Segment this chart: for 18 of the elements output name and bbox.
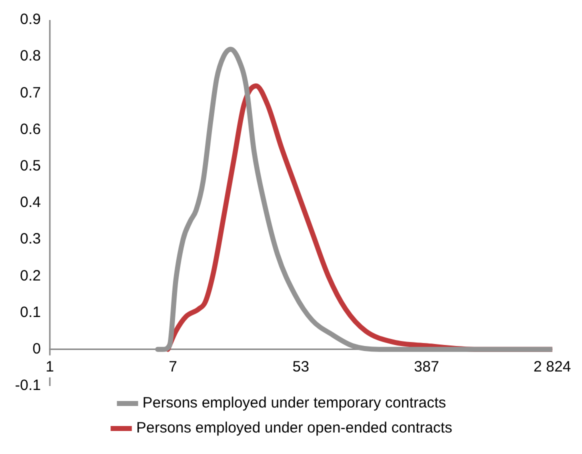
y-tick-label: 0 [32, 340, 41, 358]
y-tick-label: 0.9 [20, 11, 41, 28]
y-tick-label: 0.4 [20, 194, 41, 212]
legend-label: Persons employed under temporary contracts [142, 394, 446, 412]
y-tick-label: 0.1 [20, 304, 41, 321]
y-tick-label: 0.3 [20, 230, 41, 248]
x-tick-label: 7 [168, 358, 178, 376]
y-tick-label: 0.5 [20, 158, 41, 175]
x-tick-label: 53 [292, 358, 310, 376]
y-tick-label: -0.1 [14, 377, 41, 394]
y-tick-label: 0.6 [20, 120, 41, 138]
legend-label: Persons employed under open-ended contracts [136, 420, 452, 437]
y-tick-label: 0.7 [20, 84, 41, 102]
y-tick-label: 0.2 [20, 267, 41, 284]
x-tick-label: 1 [46, 358, 54, 376]
x-tick-label: 2 824 [533, 358, 572, 376]
x-tick-label: 387 [414, 358, 440, 376]
y-tick-label: 0.8 [20, 48, 41, 65]
